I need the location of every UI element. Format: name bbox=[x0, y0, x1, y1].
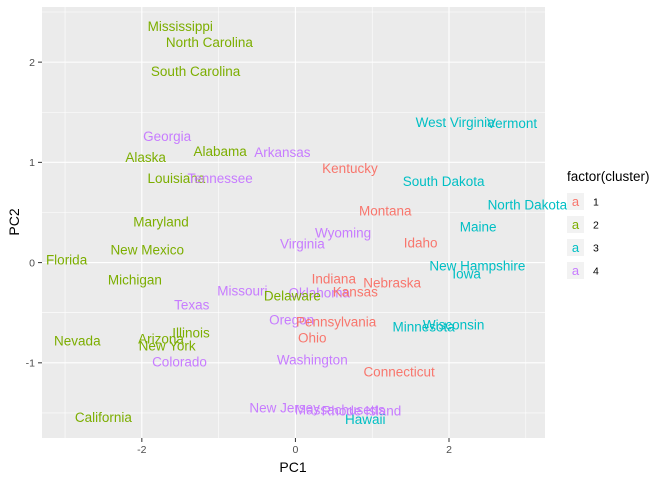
point-label: Wisconsin bbox=[423, 318, 485, 333]
point-label: Arizona bbox=[138, 332, 184, 347]
axis-ticks bbox=[38, 61, 450, 442]
point-label: Connecticut bbox=[363, 365, 435, 380]
point-label: Texas bbox=[174, 297, 210, 312]
point-label: Washington bbox=[277, 353, 348, 368]
y-tick-label: 1 bbox=[29, 157, 35, 169]
legend-key bbox=[567, 216, 584, 233]
x-tick-label: -2 bbox=[137, 444, 146, 456]
point-label: South Carolina bbox=[151, 64, 241, 79]
point-label: Alaska bbox=[125, 150, 166, 165]
legend-key-glyph: a bbox=[572, 240, 580, 255]
point-label: Illinois bbox=[172, 326, 210, 341]
point-label: Maine bbox=[460, 219, 497, 234]
point-label: Michigan bbox=[108, 272, 162, 287]
point-label: Pennsylvania bbox=[296, 315, 377, 330]
legend-title: factor(cluster) bbox=[567, 169, 650, 184]
point-label: Arkansas bbox=[254, 145, 311, 160]
legend-key bbox=[567, 239, 584, 256]
point-label: Kentucky bbox=[322, 161, 378, 176]
point-label: Missouri bbox=[217, 283, 267, 298]
legend-key-glyph: a bbox=[572, 263, 580, 278]
legend-key bbox=[567, 193, 584, 210]
point-label: Nevada bbox=[54, 334, 101, 349]
point-label: Colorado bbox=[152, 355, 207, 370]
point-label: Alabama bbox=[194, 144, 248, 159]
legend-label: 3 bbox=[593, 243, 599, 255]
point-label: North Dakota bbox=[488, 197, 568, 212]
legend-label: 2 bbox=[593, 220, 599, 232]
point-label: Oklahoma bbox=[288, 285, 350, 300]
point-label: Maryland bbox=[133, 214, 189, 229]
point-label: New York bbox=[139, 339, 196, 354]
point-label: Mississippi bbox=[148, 19, 213, 34]
point-label: Georgia bbox=[143, 129, 192, 144]
y-tick-label: 2 bbox=[29, 57, 35, 69]
legend: factor(cluster) a 1 a 2 a 3 a 4 bbox=[567, 169, 650, 279]
point-label: Nebraska bbox=[363, 275, 421, 290]
point-label: Tennessee bbox=[188, 171, 253, 186]
point-label: Minnesota bbox=[393, 320, 456, 335]
point-label: Idaho bbox=[404, 235, 438, 250]
point-label: Iowa bbox=[452, 266, 481, 281]
point-label: Kansas bbox=[333, 284, 378, 299]
minor-gridlines bbox=[42, 7, 545, 438]
y-tick-label: 0 bbox=[29, 257, 35, 269]
point-label: Vermont bbox=[487, 116, 538, 131]
point-label: Rhode Island bbox=[322, 404, 402, 419]
legend-key-glyph: a bbox=[572, 217, 580, 232]
point-label: Wyoming bbox=[315, 225, 371, 240]
point-label: Massachusetts bbox=[295, 403, 385, 418]
legend-label: 1 bbox=[593, 197, 599, 209]
point-label: West Virginia bbox=[416, 115, 496, 130]
point-label: Virginia bbox=[280, 236, 325, 251]
x-axis-title: PC1 bbox=[279, 459, 306, 475]
x-tick-label: 0 bbox=[292, 444, 298, 456]
point-label: New Mexico bbox=[110, 242, 184, 257]
point-label: California bbox=[75, 410, 133, 425]
point-label: Indiana bbox=[312, 271, 357, 286]
point-label: Montana bbox=[359, 203, 412, 218]
legend-items: a 1 a 2 a 3 a 4 bbox=[567, 193, 599, 279]
legend-key bbox=[567, 262, 584, 279]
legend-key-glyph: a bbox=[572, 194, 580, 209]
y-axis-title: PC2 bbox=[6, 208, 22, 235]
point-label: Louisiana bbox=[147, 171, 205, 186]
y-tick-label: -1 bbox=[26, 358, 35, 370]
tick-labels: -2 0 2 -1 0 1 2 bbox=[26, 57, 452, 456]
point-label: New Jersey bbox=[249, 401, 320, 416]
legend-label: 4 bbox=[593, 266, 599, 278]
point-label: Oregon bbox=[269, 313, 314, 328]
point-label: Ohio bbox=[298, 331, 327, 346]
x-tick-label: 2 bbox=[446, 444, 452, 456]
point-label: South Dakota bbox=[403, 174, 485, 189]
point-label: Delaware bbox=[264, 288, 321, 303]
major-gridlines bbox=[42, 7, 545, 438]
point-label: Hawaii bbox=[345, 412, 386, 427]
point-label: Florida bbox=[46, 252, 88, 267]
plot-panel bbox=[42, 7, 545, 438]
point-label: New Hampshire bbox=[429, 258, 525, 273]
point-label: North Carolina bbox=[166, 35, 254, 50]
